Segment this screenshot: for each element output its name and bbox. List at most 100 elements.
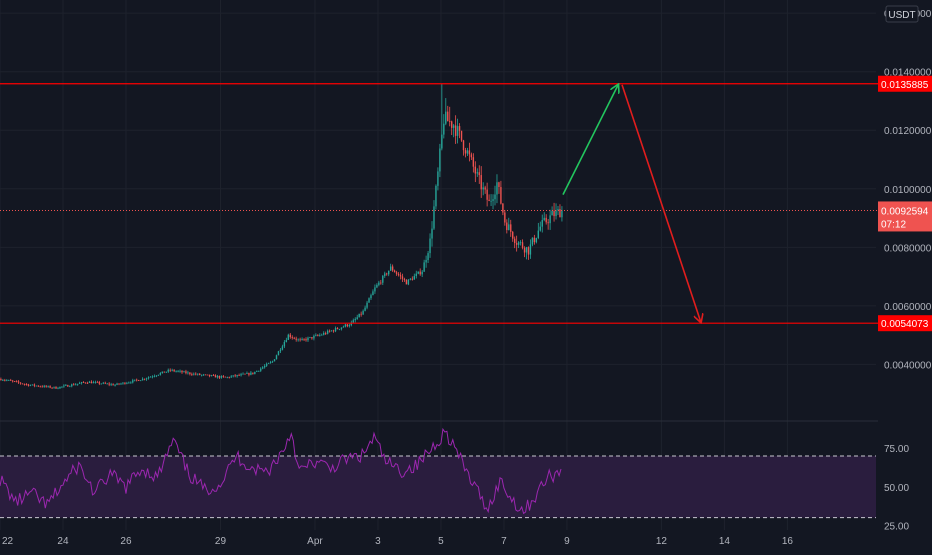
candle-body — [452, 125, 455, 128]
candle-body — [15, 381, 18, 383]
candle-body — [260, 368, 262, 371]
candle-body — [437, 171, 439, 186]
candle-body — [173, 369, 175, 372]
candle-body — [80, 382, 83, 384]
candle-body — [78, 383, 81, 384]
candle-body — [431, 228, 433, 239]
candle-body — [208, 374, 211, 377]
candle-body — [393, 270, 396, 273]
candle-body — [236, 374, 238, 377]
candle-body — [366, 302, 368, 308]
candle-body — [413, 276, 415, 280]
candle-body — [267, 363, 270, 364]
candle-body — [449, 121, 451, 123]
candle-body — [555, 210, 557, 217]
candle-body — [177, 371, 179, 372]
candle-body — [492, 199, 494, 201]
candle-body — [291, 337, 293, 338]
candle-body — [10, 379, 12, 381]
candle-body — [348, 325, 351, 327]
candle-body — [376, 284, 378, 288]
candle-body — [317, 335, 319, 336]
candle-body — [498, 182, 500, 188]
rsi-line — [0, 427, 562, 515]
candle-body — [151, 376, 154, 378]
candle-body — [212, 375, 215, 376]
candle-body — [447, 111, 449, 122]
candle-body — [388, 270, 390, 275]
candle-body — [183, 371, 185, 373]
candle-body — [116, 383, 118, 385]
candle-body — [57, 388, 59, 390]
candle-body — [541, 220, 543, 227]
candle-body — [305, 339, 307, 341]
candle-body — [342, 326, 345, 328]
candle-body — [313, 335, 315, 339]
candle-body — [301, 338, 303, 340]
candle-body — [169, 369, 171, 371]
candle-body — [258, 370, 260, 372]
time-axis-label: 5 — [438, 536, 444, 547]
candle-body — [167, 369, 169, 372]
candle-body — [415, 273, 417, 277]
candle-body — [29, 385, 32, 386]
price-axis-tick-label: 0.0140000 — [884, 68, 932, 79]
candle-body — [122, 382, 124, 384]
candle-body — [88, 381, 91, 383]
candle-body — [92, 382, 95, 384]
projection-arrow-up — [562, 85, 618, 195]
candle-body — [460, 130, 463, 141]
candle-body — [476, 172, 478, 174]
candle-body — [75, 384, 77, 386]
candle-body — [254, 371, 256, 374]
candle-body — [222, 376, 225, 377]
candle-body — [49, 386, 51, 388]
candle-body — [39, 386, 41, 388]
candle-body — [527, 247, 530, 255]
candle-body — [35, 385, 38, 387]
candle-body — [114, 384, 116, 386]
candle-body — [277, 351, 280, 356]
candle-body — [303, 338, 305, 340]
time-axis-label: 26 — [120, 536, 132, 547]
candle-body — [67, 385, 69, 387]
candle-body — [132, 380, 134, 383]
candle-body — [155, 375, 158, 377]
candle-body — [484, 187, 486, 190]
candle-body — [100, 383, 102, 385]
candle-body — [98, 382, 101, 384]
candle-body — [141, 378, 144, 381]
time-axis-label: 9 — [564, 536, 570, 547]
candle-body — [474, 166, 477, 174]
candle-body — [334, 328, 337, 332]
candle-body — [53, 386, 55, 388]
candle-body — [0, 379, 2, 381]
rsi-axis-tick-label: 75.00 — [884, 444, 909, 455]
candle-body — [523, 247, 526, 253]
candle-body — [319, 334, 321, 336]
candle-body — [230, 376, 232, 378]
time-axis-label: 7 — [501, 536, 507, 547]
candle-body — [13, 381, 16, 382]
candle-body — [382, 275, 384, 283]
candle-body — [96, 381, 99, 383]
candle-body — [364, 307, 366, 311]
candle-body — [139, 380, 142, 382]
time-axis-label: 22 — [2, 536, 14, 547]
time-axis-label: 12 — [656, 536, 668, 547]
candle-body — [539, 226, 541, 231]
candle-body — [143, 378, 146, 380]
time-axis-label: 29 — [215, 536, 227, 547]
candle-body — [417, 271, 419, 274]
candle-body — [23, 383, 26, 385]
price-level-tag-label: 0.0054073 — [881, 319, 929, 330]
candle-body — [346, 324, 349, 327]
candle-body — [248, 373, 250, 375]
candle-body — [181, 370, 183, 373]
price-axis-tick-label: 0.0100000 — [884, 185, 932, 196]
candle-body — [47, 386, 49, 387]
candle-body — [159, 373, 162, 375]
rsi-axis-tick-label: 50.00 — [884, 483, 909, 494]
